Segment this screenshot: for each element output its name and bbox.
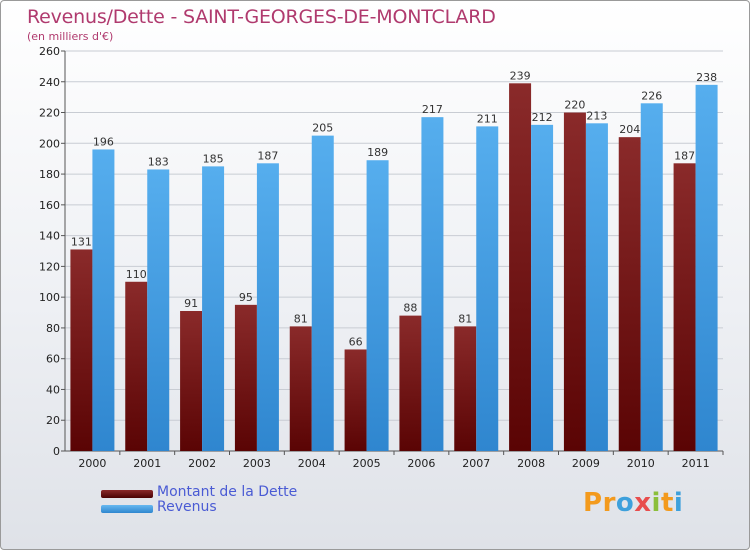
logo-letter: i	[673, 488, 684, 518]
legend-label-revenus: Revenus	[157, 499, 217, 515]
x-tick-label: 2010	[627, 457, 655, 470]
x-tick-label: 2008	[517, 457, 545, 470]
data-label-revenus: 212	[532, 111, 553, 124]
data-label-revenus: 226	[641, 89, 662, 102]
chart-subtitle: (en milliers d'€)	[27, 30, 114, 43]
y-tick-label: 240	[39, 76, 60, 89]
data-label-revenus: 189	[367, 146, 388, 159]
bar-revenus	[476, 126, 499, 451]
logo-letter: r	[602, 488, 616, 518]
bar-dette	[673, 163, 696, 452]
legend-label-dette: Montant de la Dette	[157, 484, 298, 500]
y-tick-label: 260	[39, 45, 60, 58]
y-tick-label: 40	[46, 383, 60, 396]
y-tick-label: 60	[46, 353, 60, 366]
chart-title: Revenus/Dette - SAINT-GEORGES-DE-MONTCLA…	[27, 6, 496, 28]
bar-revenus	[311, 135, 334, 451]
y-tick-label: 140	[39, 230, 60, 243]
data-label-revenus: 211	[477, 112, 498, 125]
bar-revenus	[202, 166, 225, 451]
bar-revenus	[256, 163, 279, 452]
x-tick-label: 2002	[188, 457, 216, 470]
data-label-revenus: 217	[422, 103, 443, 116]
bar-revenus	[585, 123, 608, 452]
bar-dette	[234, 304, 257, 451]
bar-revenus	[147, 169, 170, 451]
y-tick-label: 160	[39, 199, 60, 212]
data-labels: 131 196 110 183 91 185 95 187 81 205 66 189 88 217 81 2…	[71, 69, 717, 348]
bar-dette	[563, 112, 586, 452]
bar-dette	[289, 326, 312, 451]
data-label-dette: 204	[619, 123, 640, 136]
logo-letter: P	[583, 488, 603, 518]
data-label-revenus: 196	[93, 135, 114, 148]
bar-dette	[618, 137, 641, 451]
bar-dette	[180, 311, 203, 451]
bar-revenus	[640, 103, 663, 452]
bar-dette	[125, 281, 148, 451]
logo-letter: t	[660, 488, 674, 518]
y-tick-label: 180	[39, 168, 60, 181]
x-tick-label: 2000	[78, 457, 106, 470]
data-label-dette: 187	[674, 149, 695, 162]
logo-letter: o	[615, 488, 635, 518]
x-tick-label: 2003	[243, 457, 271, 470]
x-tick-label: 2001	[133, 457, 161, 470]
y-tick-label: 120	[39, 260, 60, 273]
data-label-dette: 220	[564, 99, 585, 112]
bar-revenus	[695, 84, 718, 451]
y-tick-label: 100	[39, 291, 60, 304]
data-label-dette: 95	[239, 291, 253, 304]
data-label-dette: 66	[349, 335, 363, 348]
data-label-dette: 91	[184, 297, 198, 310]
bar-dette	[344, 349, 367, 451]
axes: 0 20 40 60 80 100 120 140 160 180 200 220 240 260 2000…	[39, 45, 724, 470]
y-tick-label: 220	[39, 107, 60, 120]
bar-revenus	[421, 117, 444, 452]
x-tick-label: 2004	[298, 457, 326, 470]
y-tick-label: 200	[39, 137, 60, 150]
data-label-revenus: 213	[586, 109, 607, 122]
data-label-dette: 110	[126, 268, 147, 281]
data-label-revenus: 183	[148, 155, 169, 168]
legend-swatch-dette	[101, 490, 153, 498]
y-tick-label: 20	[46, 414, 60, 427]
grid-lines	[65, 50, 723, 421]
y-tick-label: 80	[46, 322, 60, 335]
logo-letter: i	[651, 488, 661, 518]
data-label-dette: 88	[403, 302, 417, 315]
x-tick-label: 2006	[407, 457, 435, 470]
data-label-revenus: 185	[203, 152, 224, 165]
x-tick-label: 2005	[353, 457, 381, 470]
data-label-revenus: 205	[312, 122, 333, 135]
x-tick-label: 2009	[572, 457, 600, 470]
y-tick-label: 0	[53, 445, 60, 458]
data-label-dette: 81	[458, 312, 472, 325]
data-label-dette: 239	[510, 69, 531, 82]
data-label-revenus: 187	[257, 149, 278, 162]
data-label-revenus: 238	[696, 71, 717, 84]
bar-dette	[399, 315, 422, 451]
data-label-dette: 81	[294, 312, 308, 325]
x-tick-label: 2007	[462, 457, 490, 470]
bar-dette	[509, 83, 532, 452]
legend-swatch-revenus	[101, 505, 153, 513]
bar-dette	[70, 249, 93, 451]
bar-dette	[454, 326, 477, 451]
bar-revenus	[531, 124, 554, 451]
bars	[70, 83, 718, 452]
proxiti-logo: Proxiti	[583, 488, 683, 518]
logo-letter: x	[634, 488, 652, 518]
bar-revenus	[92, 149, 115, 451]
data-label-dette: 131	[71, 235, 92, 248]
bar-revenus	[366, 160, 389, 451]
x-tick-label: 2011	[682, 457, 710, 470]
